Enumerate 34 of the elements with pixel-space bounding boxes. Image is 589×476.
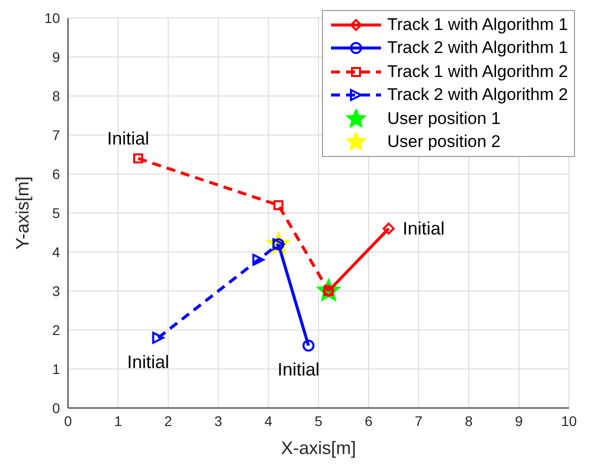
x-tick-label: 10 [561,412,577,429]
annotation: Initial [127,352,170,372]
x-tick-label: 2 [164,412,172,429]
x-tick-label: 5 [314,412,323,429]
x-tick-label: 8 [464,412,473,429]
legend-label: User position 1 [387,108,501,129]
y-tick-label: 3 [52,282,60,299]
x-tick-label: 6 [364,412,373,429]
legend-label: Track 1 with Algorithm 2 [387,62,568,82]
y-tick-label: 7 [52,126,60,143]
annotation: Initial [277,360,320,380]
y-tick-label: 2 [52,322,60,338]
y-axis-title: Y-axis[m] [12,176,32,250]
y-tick-label: 0 [52,400,60,416]
legend-label: Track 1 with Algorithm 1 [387,14,568,35]
legend-label: Track 2 with Algorithm 1 [387,38,568,58]
x-tick-label: 1 [114,412,122,429]
annotation: Initial [402,218,445,239]
y-tick-label: 4 [52,244,60,260]
legend-label: User position 2 [387,132,501,152]
y-tick-label: 9 [52,48,60,65]
annotation: Initial [107,128,150,148]
x-tick-label: 9 [515,412,523,429]
legend-label: Track 2 with Algorithm 2 [387,85,568,106]
x-axis-title: X-axis[m] [280,438,356,458]
y-tick-label: 10 [44,10,60,26]
y-tick-label: 1 [52,360,60,377]
x-tick-label: 3 [214,412,222,429]
x-tick-label: 7 [414,412,423,429]
x-tick-label: 0 [64,412,72,429]
y-tick-label: 8 [52,88,60,104]
x-tick-label: 4 [264,412,272,429]
y-tick-label: 6 [52,166,60,182]
y-tick-label: 5 [52,204,60,221]
